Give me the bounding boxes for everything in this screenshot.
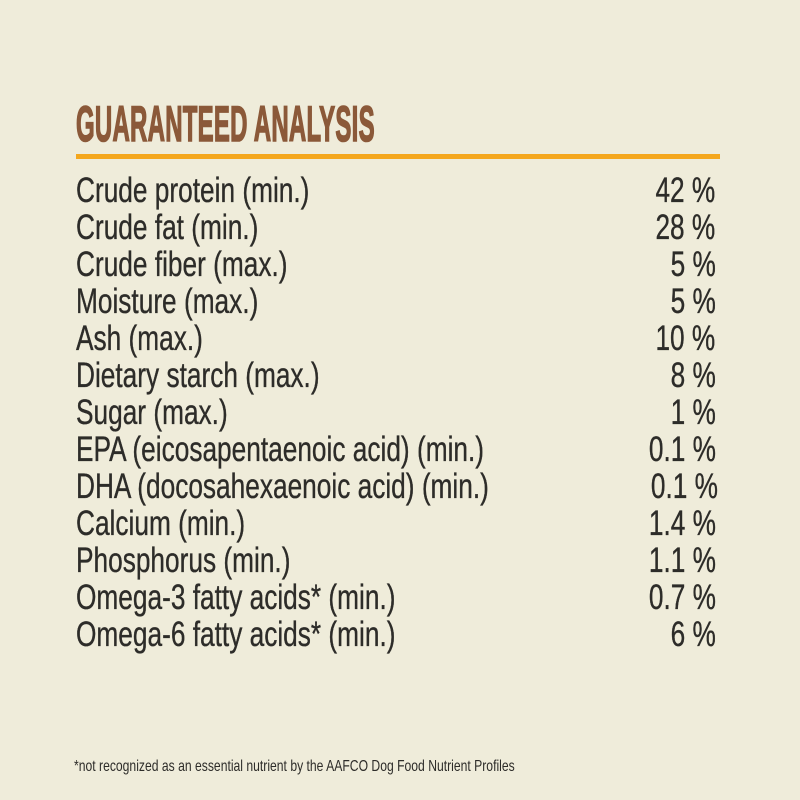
nutrient-value: 6 % bbox=[670, 614, 716, 654]
nutrient-label: DHA (docosahexaenoic acid) (min.) bbox=[76, 466, 489, 506]
table-row: Crude fiber (max.) 5 % bbox=[76, 244, 720, 284]
nutrient-value: 1 % bbox=[670, 392, 716, 432]
nutrient-value: 5 % bbox=[670, 244, 716, 284]
table-row: Dietary starch (max.) 8 % bbox=[76, 355, 720, 395]
nutrient-value: 8 % bbox=[670, 355, 716, 395]
table-row: Omega-6 fatty acids* (min.) 6 % bbox=[76, 614, 720, 654]
nutrient-table: Crude protein (min.) 42 % Crude fat (min… bbox=[76, 170, 720, 654]
nutrient-label: Ash (max.) bbox=[76, 318, 203, 358]
nutrient-label: EPA (eicosapentaenoic acid) (min.) bbox=[76, 429, 485, 469]
title-underline-divider bbox=[76, 154, 720, 159]
aafco-footnote: *not recognized as an essential nutrient… bbox=[74, 758, 515, 775]
table-row: Moisture (max.) 5 % bbox=[76, 281, 720, 321]
table-row: Crude fat (min.) 28 % bbox=[76, 207, 720, 247]
nutrient-value: 10 % bbox=[655, 318, 716, 358]
nutrient-value: 42 % bbox=[655, 170, 716, 210]
nutrient-label: Dietary starch (max.) bbox=[76, 355, 320, 395]
nutrient-label: Phosphorus (min.) bbox=[76, 540, 291, 580]
page-title: GUARANTEED ANALYSIS bbox=[76, 96, 375, 152]
nutrient-label: Crude fat (min.) bbox=[76, 207, 259, 247]
table-row: Ash (max.) 10 % bbox=[76, 318, 720, 358]
nutrient-value: 28 % bbox=[655, 207, 716, 247]
table-row: Phosphorus (min.) 1.1 % bbox=[76, 540, 720, 580]
nutrient-value: 0.7 % bbox=[648, 577, 716, 617]
nutrient-label: Crude fiber (max.) bbox=[76, 244, 288, 284]
nutrient-label: Sugar (max.) bbox=[76, 392, 228, 432]
nutrient-label: Omega-6 fatty acids* (min.) bbox=[76, 614, 396, 654]
table-row: DHA (docosahexaenoic acid) (min.) 0.1 % bbox=[76, 466, 720, 506]
nutrient-value: 5 % bbox=[670, 281, 716, 321]
nutrient-value: 0.1 % bbox=[648, 429, 716, 469]
table-row: Crude protein (min.) 42 % bbox=[76, 170, 720, 210]
nutrient-label: Calcium (min.) bbox=[76, 503, 246, 543]
nutrient-label: Omega-3 fatty acids* (min.) bbox=[76, 577, 396, 617]
table-row: Omega-3 fatty acids* (min.) 0.7 % bbox=[76, 577, 720, 617]
table-row: Sugar (max.) 1 % bbox=[76, 392, 720, 432]
nutrient-value: 1.1 % bbox=[648, 540, 716, 580]
table-row: Calcium (min.) 1.4 % bbox=[76, 503, 720, 543]
table-row: EPA (eicosapentaenoic acid) (min.) 0.1 % bbox=[76, 429, 720, 469]
nutrient-value: 1.4 % bbox=[648, 503, 716, 543]
nutrient-value: 0.1 % bbox=[650, 466, 718, 506]
nutrient-label: Moisture (max.) bbox=[76, 281, 259, 321]
nutrient-label: Crude protein (min.) bbox=[76, 170, 310, 210]
